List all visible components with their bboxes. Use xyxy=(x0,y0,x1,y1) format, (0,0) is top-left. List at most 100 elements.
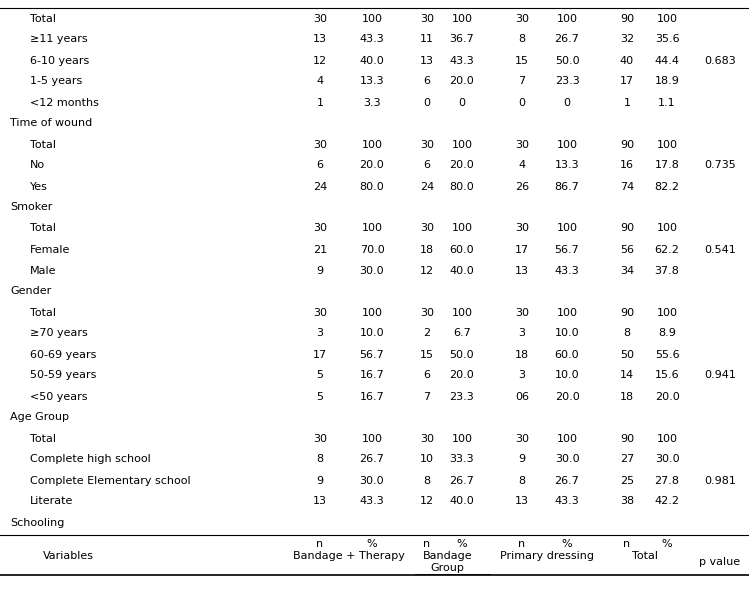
Text: 23.3: 23.3 xyxy=(449,392,474,402)
Text: 100: 100 xyxy=(452,224,473,234)
Text: 8: 8 xyxy=(518,34,526,44)
Text: %: % xyxy=(661,539,673,549)
Text: 18: 18 xyxy=(515,349,529,359)
Text: 40.0: 40.0 xyxy=(360,55,384,65)
Text: 50: 50 xyxy=(620,349,634,359)
Text: 100: 100 xyxy=(657,307,678,317)
Text: 90: 90 xyxy=(620,139,634,149)
Text: 0: 0 xyxy=(458,97,465,107)
Text: 20.0: 20.0 xyxy=(655,392,679,402)
Text: 8: 8 xyxy=(423,476,431,486)
Text: 15.6: 15.6 xyxy=(655,371,679,381)
Text: n: n xyxy=(423,539,431,549)
Text: 37.8: 37.8 xyxy=(655,266,679,276)
Text: 18: 18 xyxy=(620,392,634,402)
Text: Total: Total xyxy=(30,139,56,149)
Text: 18.9: 18.9 xyxy=(655,77,679,87)
Text: 30.0: 30.0 xyxy=(655,454,679,464)
Text: 3.3: 3.3 xyxy=(363,97,380,107)
Text: 30: 30 xyxy=(420,14,434,24)
Text: 17: 17 xyxy=(313,349,327,359)
Text: %: % xyxy=(562,539,572,549)
Text: 100: 100 xyxy=(657,434,678,444)
Text: 0.683: 0.683 xyxy=(704,55,736,65)
Text: Total: Total xyxy=(30,434,56,444)
Text: 10.0: 10.0 xyxy=(360,329,384,339)
Text: 86.7: 86.7 xyxy=(554,182,580,192)
Text: 26.7: 26.7 xyxy=(554,34,580,44)
Text: 2: 2 xyxy=(423,329,431,339)
Text: Literate: Literate xyxy=(30,497,73,506)
Text: 20.0: 20.0 xyxy=(554,392,580,402)
Text: 26.7: 26.7 xyxy=(554,476,580,486)
Text: 3: 3 xyxy=(518,371,526,381)
Text: ≥11 years: ≥11 years xyxy=(30,34,88,44)
Text: 0: 0 xyxy=(518,97,526,107)
Text: 30.0: 30.0 xyxy=(360,476,384,486)
Text: 43.3: 43.3 xyxy=(360,497,384,506)
Text: 4: 4 xyxy=(518,160,526,171)
Text: 10.0: 10.0 xyxy=(555,371,579,381)
Text: 34: 34 xyxy=(620,266,634,276)
Text: Variables: Variables xyxy=(43,551,94,561)
Text: 62.2: 62.2 xyxy=(655,244,679,254)
Text: 10: 10 xyxy=(420,454,434,464)
Text: 90: 90 xyxy=(620,224,634,234)
Text: 0.981: 0.981 xyxy=(704,476,736,486)
Text: 5: 5 xyxy=(317,392,324,402)
Text: 21: 21 xyxy=(313,244,327,254)
Text: 17: 17 xyxy=(515,244,529,254)
Text: 16.7: 16.7 xyxy=(360,392,384,402)
Text: 100: 100 xyxy=(557,139,577,149)
Text: 20.0: 20.0 xyxy=(449,160,474,171)
Text: 0: 0 xyxy=(423,97,431,107)
Text: 30: 30 xyxy=(420,139,434,149)
Text: 100: 100 xyxy=(362,434,383,444)
Text: 100: 100 xyxy=(657,14,678,24)
Text: 100: 100 xyxy=(362,139,383,149)
Text: 13: 13 xyxy=(515,497,529,506)
Text: 30: 30 xyxy=(420,224,434,234)
Text: 20.0: 20.0 xyxy=(360,160,384,171)
Text: 9: 9 xyxy=(316,476,324,486)
Text: 13: 13 xyxy=(420,55,434,65)
Text: 17: 17 xyxy=(620,77,634,87)
Text: 30: 30 xyxy=(313,307,327,317)
Text: Total: Total xyxy=(30,307,56,317)
Text: 40.0: 40.0 xyxy=(449,266,474,276)
Text: 43.3: 43.3 xyxy=(554,497,580,506)
Text: 100: 100 xyxy=(362,224,383,234)
Text: 90: 90 xyxy=(620,434,634,444)
Text: 56.7: 56.7 xyxy=(360,349,384,359)
Text: Bandage + Therapy: Bandage + Therapy xyxy=(293,551,405,561)
Text: Time of wound: Time of wound xyxy=(10,119,92,129)
Text: 20.0: 20.0 xyxy=(449,371,474,381)
Text: 44.4: 44.4 xyxy=(655,55,679,65)
Text: Complete high school: Complete high school xyxy=(30,454,151,464)
Text: 6: 6 xyxy=(423,371,431,381)
Text: 13.3: 13.3 xyxy=(555,160,579,171)
Text: 60-69 years: 60-69 years xyxy=(30,349,97,359)
Text: 0.941: 0.941 xyxy=(704,371,736,381)
Text: 33.3: 33.3 xyxy=(449,454,474,464)
Text: 50.0: 50.0 xyxy=(449,349,474,359)
Text: 1.1: 1.1 xyxy=(658,97,676,107)
Text: 30: 30 xyxy=(420,434,434,444)
Text: 6: 6 xyxy=(317,160,324,171)
Text: 30: 30 xyxy=(515,307,529,317)
Text: 12: 12 xyxy=(313,55,327,65)
Text: 27.8: 27.8 xyxy=(655,476,679,486)
Text: 30: 30 xyxy=(313,14,327,24)
Text: %: % xyxy=(367,539,377,549)
Text: 6: 6 xyxy=(423,77,431,87)
Text: 100: 100 xyxy=(557,307,577,317)
Text: 100: 100 xyxy=(657,139,678,149)
Text: 30: 30 xyxy=(515,224,529,234)
Text: 38: 38 xyxy=(620,497,634,506)
Text: 6-10 years: 6-10 years xyxy=(30,55,89,65)
Text: 43.3: 43.3 xyxy=(360,34,384,44)
Text: Total: Total xyxy=(30,224,56,234)
Text: 90: 90 xyxy=(620,307,634,317)
Text: 30: 30 xyxy=(313,139,327,149)
Text: Group: Group xyxy=(431,563,464,573)
